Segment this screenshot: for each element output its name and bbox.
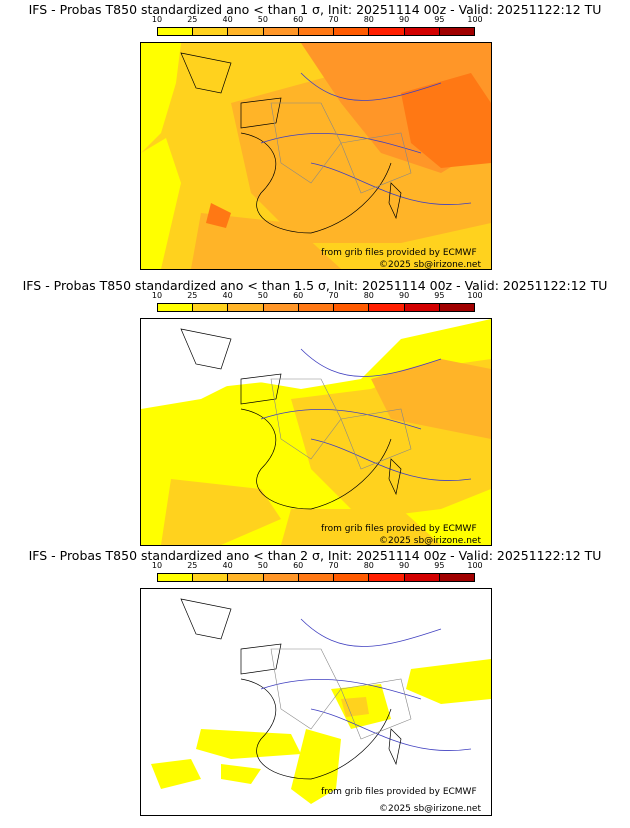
tick-label: 100 xyxy=(467,291,483,300)
panel-title: IFS - Probas T850 standardized ano < tha… xyxy=(22,278,608,293)
tick-label: 70 xyxy=(328,15,339,24)
colorbar-swatch xyxy=(369,304,405,311)
tick-label: 80 xyxy=(363,561,374,570)
tick-label: 80 xyxy=(363,291,374,300)
panel-title: IFS - Probas T850 standardized ano < tha… xyxy=(28,548,602,563)
tick-label: 90 xyxy=(398,291,410,300)
colorbar xyxy=(157,27,475,36)
credit-source: from grib files provided by ECMWF xyxy=(321,524,477,534)
tick-label: 50 xyxy=(257,561,268,570)
credit-copyright: ©2025 sb@irizone.net xyxy=(379,536,481,545)
tick-label: 40 xyxy=(222,291,233,300)
colorbar-swatch xyxy=(404,28,440,35)
colorbar-ticks: 10 25 40 50 60 70 80 90 95 100 xyxy=(152,561,483,573)
colorbar-swatch xyxy=(228,28,264,35)
tick-label: 60 xyxy=(293,561,304,570)
tick-label: 95 xyxy=(434,291,445,300)
tick-label: 10 xyxy=(151,15,163,24)
tick-label: 10 xyxy=(151,291,163,300)
panel-title: IFS - Probas T850 standardized ano < tha… xyxy=(28,2,602,17)
colorbar xyxy=(157,303,475,312)
map-graphic: from grib files provided by ECMWF ©2025 … xyxy=(141,43,491,269)
credit-copyright: ©2025 sb@irizone.net xyxy=(379,804,481,814)
map-graphic: from grib files provided by ECMWF ©2025 … xyxy=(141,319,491,545)
tick-label: 90 xyxy=(398,561,410,570)
map-panel-1: IFS - Probas T850 standardized ano < tha… xyxy=(0,2,630,272)
credit-copyright: ©2025 sb@irizone.net xyxy=(379,260,481,269)
colorbar-swatch xyxy=(263,574,299,581)
colorbar-swatch xyxy=(439,28,474,35)
colorbar-swatch xyxy=(193,304,229,311)
tick-label: 70 xyxy=(328,291,339,300)
colorbar-ticks: 10 25 40 50 60 70 80 90 95 100 xyxy=(152,291,483,303)
tick-label: 95 xyxy=(434,561,445,570)
tick-label: 60 xyxy=(293,291,304,300)
colorbar-swatch xyxy=(369,28,405,35)
tick-label: 80 xyxy=(363,15,374,24)
tick-label: 95 xyxy=(434,15,445,24)
colorbar-swatch xyxy=(228,574,264,581)
colorbar-swatch xyxy=(193,574,229,581)
probability-map: from grib files provided by ECMWF ©2025 … xyxy=(140,42,492,270)
tick-label: 90 xyxy=(398,15,410,24)
tick-label: 40 xyxy=(222,15,233,24)
tick-label: 50 xyxy=(257,291,268,300)
tick-label: 100 xyxy=(467,561,483,570)
map-panel-2: IFS - Probas T850 standardized ano < tha… xyxy=(0,278,630,548)
tick-label: 25 xyxy=(187,291,198,300)
probability-map: from grib files provided by ECMWF ©2025 … xyxy=(140,318,492,546)
credit-source: from grib files provided by ECMWF xyxy=(321,787,477,797)
map-panel-3: IFS - Probas T850 standardized ano < tha… xyxy=(0,548,630,818)
colorbar-swatch xyxy=(228,304,264,311)
colorbar-swatch xyxy=(298,28,335,35)
colorbar-swatch xyxy=(158,574,194,581)
colorbar-swatch xyxy=(158,304,194,311)
colorbar-ticks: 10 25 40 50 60 70 80 90 95 100 xyxy=(152,15,483,27)
probability-map: from grib files provided by ECMWF ©2025 … xyxy=(140,588,492,816)
tick-label: 25 xyxy=(187,561,198,570)
colorbar-swatch xyxy=(298,574,335,581)
colorbar-swatch xyxy=(263,304,299,311)
colorbar-swatch xyxy=(369,574,405,581)
credit-source: from grib files provided by ECMWF xyxy=(321,248,477,258)
colorbar-swatch xyxy=(298,304,335,311)
tick-label: 100 xyxy=(467,15,483,24)
tick-label: 50 xyxy=(257,15,268,24)
colorbar-swatch xyxy=(193,28,229,35)
colorbar-swatch xyxy=(334,574,370,581)
tick-label: 25 xyxy=(187,15,198,24)
colorbar-swatch xyxy=(404,574,440,581)
colorbar-swatch xyxy=(334,304,370,311)
colorbar-swatch xyxy=(263,28,299,35)
colorbar-swatch xyxy=(439,574,474,581)
colorbar-swatch xyxy=(334,28,370,35)
colorbar-swatch xyxy=(158,28,194,35)
colorbar xyxy=(157,573,475,582)
tick-label: 10 xyxy=(151,561,163,570)
colorbar-swatch xyxy=(404,304,440,311)
map-graphic: from grib files provided by ECMWF ©2025 … xyxy=(141,589,491,815)
tick-label: 70 xyxy=(328,561,339,570)
tick-label: 60 xyxy=(293,15,304,24)
colorbar-swatch xyxy=(439,304,474,311)
tick-label: 40 xyxy=(222,561,233,570)
